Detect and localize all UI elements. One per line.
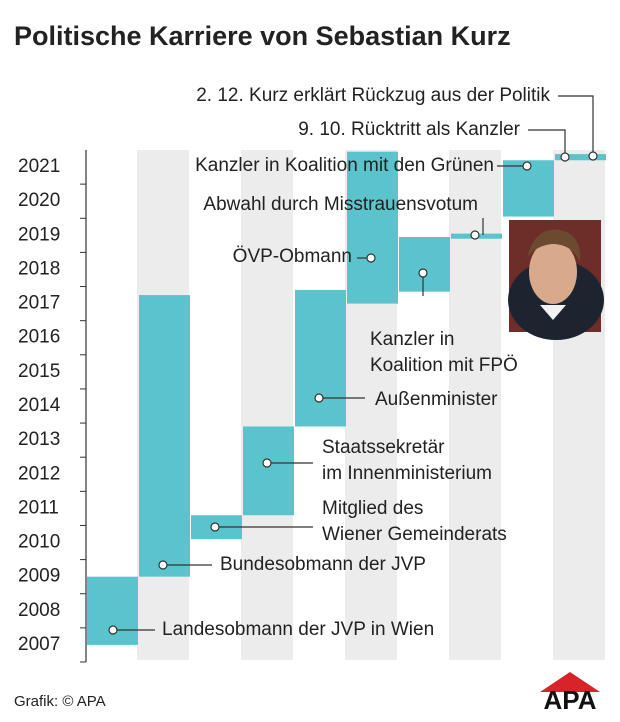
event-dot [588,151,598,161]
event-dot [210,522,220,532]
event-dot [560,152,570,162]
annotation: Außenminister [375,389,498,410]
y-tick-label: 2017 [18,293,60,314]
bar [347,151,398,304]
annotation: Abwahl durch Misstrauensvotum [203,194,478,215]
bar [399,237,450,292]
y-tick-label: 2013 [18,429,60,450]
event-dot [522,161,532,171]
connector [528,129,566,157]
bar [87,576,138,645]
bar [295,289,346,427]
y-tick-label: 2012 [18,463,60,484]
annotation: Koalition mit FPÖ [370,355,518,376]
event-dot [108,625,118,635]
annotation: Wiener Gemeinderats [322,524,507,545]
y-tick-label: 2018 [18,258,60,279]
annotation: im Innenministerium [322,463,492,484]
y-tick-label: 2007 [18,634,60,655]
annotation: Kanzler in Koalition mit den Grünen [195,155,494,176]
annotation: 9. 10. Rücktritt als Kanzler [298,119,520,140]
annotation: Staatssekretär [322,437,445,458]
y-tick-label: 2021 [18,156,60,177]
annotation: Bundesobmann der JVP [220,554,426,575]
logo-text: APA [544,685,597,715]
event-dot [418,268,428,278]
y-tick-label: 2010 [18,532,60,553]
chart-title: Politische Karriere von Sebastian Kurz [14,21,511,51]
event-dot [470,230,480,240]
y-tick-label: 2020 [18,190,60,211]
connector [558,95,594,156]
annotation: Kanzler in [370,329,455,350]
y-tick-label: 2014 [18,395,61,416]
photo [508,220,604,340]
y-tick-label: 2009 [18,566,60,587]
bar [555,154,606,161]
logo: APA [540,672,600,715]
source: Grafik: © APA [14,693,106,710]
column [241,150,293,660]
y-tick-label: 2016 [18,327,60,348]
bar [243,426,294,516]
y-tick-label: 2008 [18,600,60,621]
annotation: Mitglied des [322,498,423,519]
y-tick-label: 2011 [18,497,59,518]
event-dot [366,253,376,263]
bar [139,295,190,577]
event-dot [262,458,272,468]
event-dot [314,393,324,403]
annotation: Landesobmann der JVP in Wien [162,619,434,640]
annotation: ÖVP-Obmann [233,246,352,267]
annotation: 2. 12. Kurz erklärt Rückzug aus der Poli… [196,85,550,106]
event-dot [158,560,168,570]
y-tick-label: 2019 [18,224,60,245]
y-tick-label: 2015 [18,361,60,382]
